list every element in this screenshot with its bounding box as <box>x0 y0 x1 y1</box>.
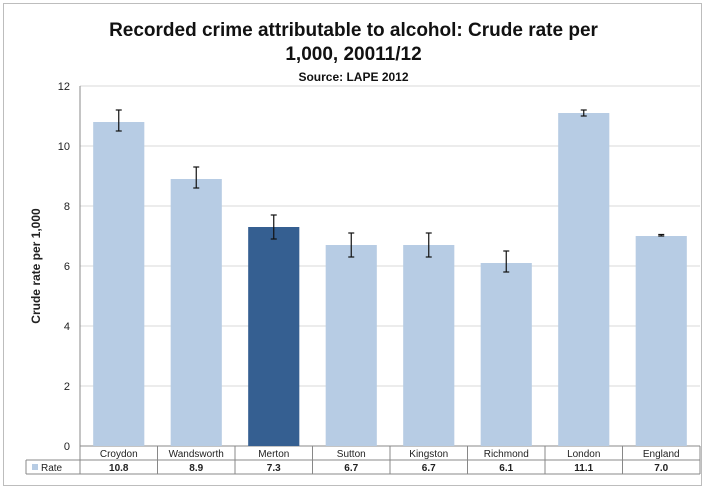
category-label: Croydon <box>100 449 138 460</box>
data-label: 7.0 <box>654 463 668 474</box>
bar-richmond <box>480 263 532 446</box>
bar-england <box>635 236 687 446</box>
category-label: England <box>643 449 680 460</box>
bar-merton <box>248 227 300 446</box>
y-tick-label: 10 <box>58 141 70 153</box>
category-label: Richmond <box>484 449 529 460</box>
data-label: 6.1 <box>499 463 513 474</box>
y-axis-label: Crude rate per 1,000 <box>29 208 43 324</box>
y-tick-label: 2 <box>64 381 70 393</box>
data-label: 8.9 <box>189 463 203 474</box>
y-tick-label: 6 <box>64 261 70 273</box>
legend-key-rate <box>32 464 38 470</box>
chart-title-line-2: 1,000, 20011/12 <box>285 44 422 65</box>
data-label: 11.1 <box>574 463 593 474</box>
bar-croydon <box>93 122 145 446</box>
bar-wandsworth <box>170 179 222 446</box>
category-label: Sutton <box>337 449 366 460</box>
data-label: 10.8 <box>109 463 129 474</box>
category-label: Wandsworth <box>169 449 224 460</box>
data-label: 7.3 <box>267 463 281 474</box>
data-label: 6.7 <box>422 463 436 474</box>
y-tick-label: 4 <box>64 321 70 333</box>
category-label: London <box>567 449 600 460</box>
y-tick-label: 12 <box>58 81 70 93</box>
bar-sutton <box>325 245 377 446</box>
chart-subtitle: Source: LAPE 2012 <box>298 70 409 84</box>
category-label: Merton <box>258 449 289 460</box>
y-tick-label: 0 <box>64 441 70 453</box>
bar-kingston <box>403 245 455 446</box>
legend-label-rate: Rate <box>41 463 63 474</box>
data-label: 6.7 <box>344 463 358 474</box>
category-label: Kingston <box>409 449 448 460</box>
y-tick-label: 8 <box>64 201 70 213</box>
bar-london <box>558 113 610 446</box>
chart-title-line-1: Recorded crime attributable to alcohol: … <box>109 20 598 41</box>
